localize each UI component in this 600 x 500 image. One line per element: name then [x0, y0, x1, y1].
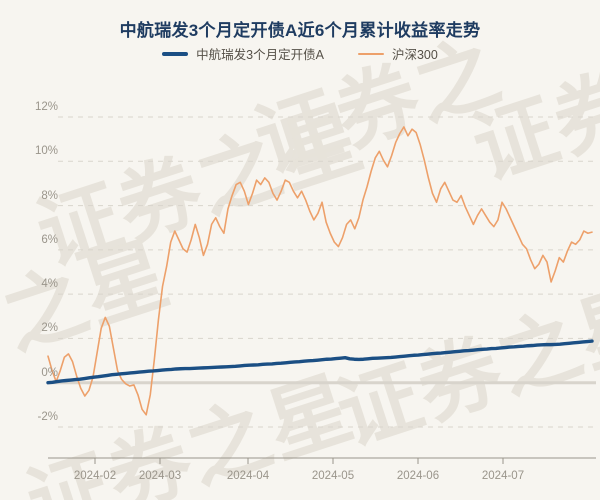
- y-axis-tick-label: 10%: [34, 145, 58, 158]
- y-axis-labels: -2% 0% 2% 4% 6% 8% 10% 12%: [0, 0, 58, 500]
- legend-swatch-benchmark: [357, 52, 384, 55]
- series-line-fund: [46, 339, 594, 385]
- y-axis-tick-label: 12%: [34, 101, 58, 113]
- x-axis-tick-label: 2024-04: [226, 470, 270, 482]
- legend-swatch-fund: [162, 51, 189, 56]
- legend-label-fund: 中航瑞发3个月定开债A: [196, 48, 324, 62]
- x-axis-tick-label: 2024-02: [73, 470, 117, 482]
- y-axis-tick-label: 6%: [41, 233, 58, 246]
- x-axis-tick-label: 2024-06: [396, 470, 440, 482]
- legend-item-benchmark[interactable]: 沪深300: [357, 44, 438, 63]
- x-axis-tick-label: 2024-03: [138, 470, 182, 482]
- x-axis-tick-label: 2024-05: [311, 470, 355, 482]
- y-axis-tick-label: 8%: [41, 189, 58, 202]
- chart-legend: 中航瑞发3个月定开债A 沪深300: [0, 44, 600, 63]
- x-axis-tick-label: 2024-07: [481, 470, 525, 482]
- legend-item-fund[interactable]: 中航瑞发3个月定开债A: [162, 44, 324, 63]
- series-line-benchmark: [47, 126, 593, 416]
- y-axis-tick-label: 2%: [41, 322, 58, 335]
- y-axis-tick-label: -2%: [37, 411, 58, 423]
- y-axis-tick-label: 0%: [41, 366, 58, 379]
- chart-title: 中航瑞发3个月定开债A近6个月累计收益率走势: [119, 21, 481, 40]
- legend-label-benchmark: 沪深300: [391, 48, 438, 62]
- y-axis-tick-label: 4%: [41, 278, 58, 291]
